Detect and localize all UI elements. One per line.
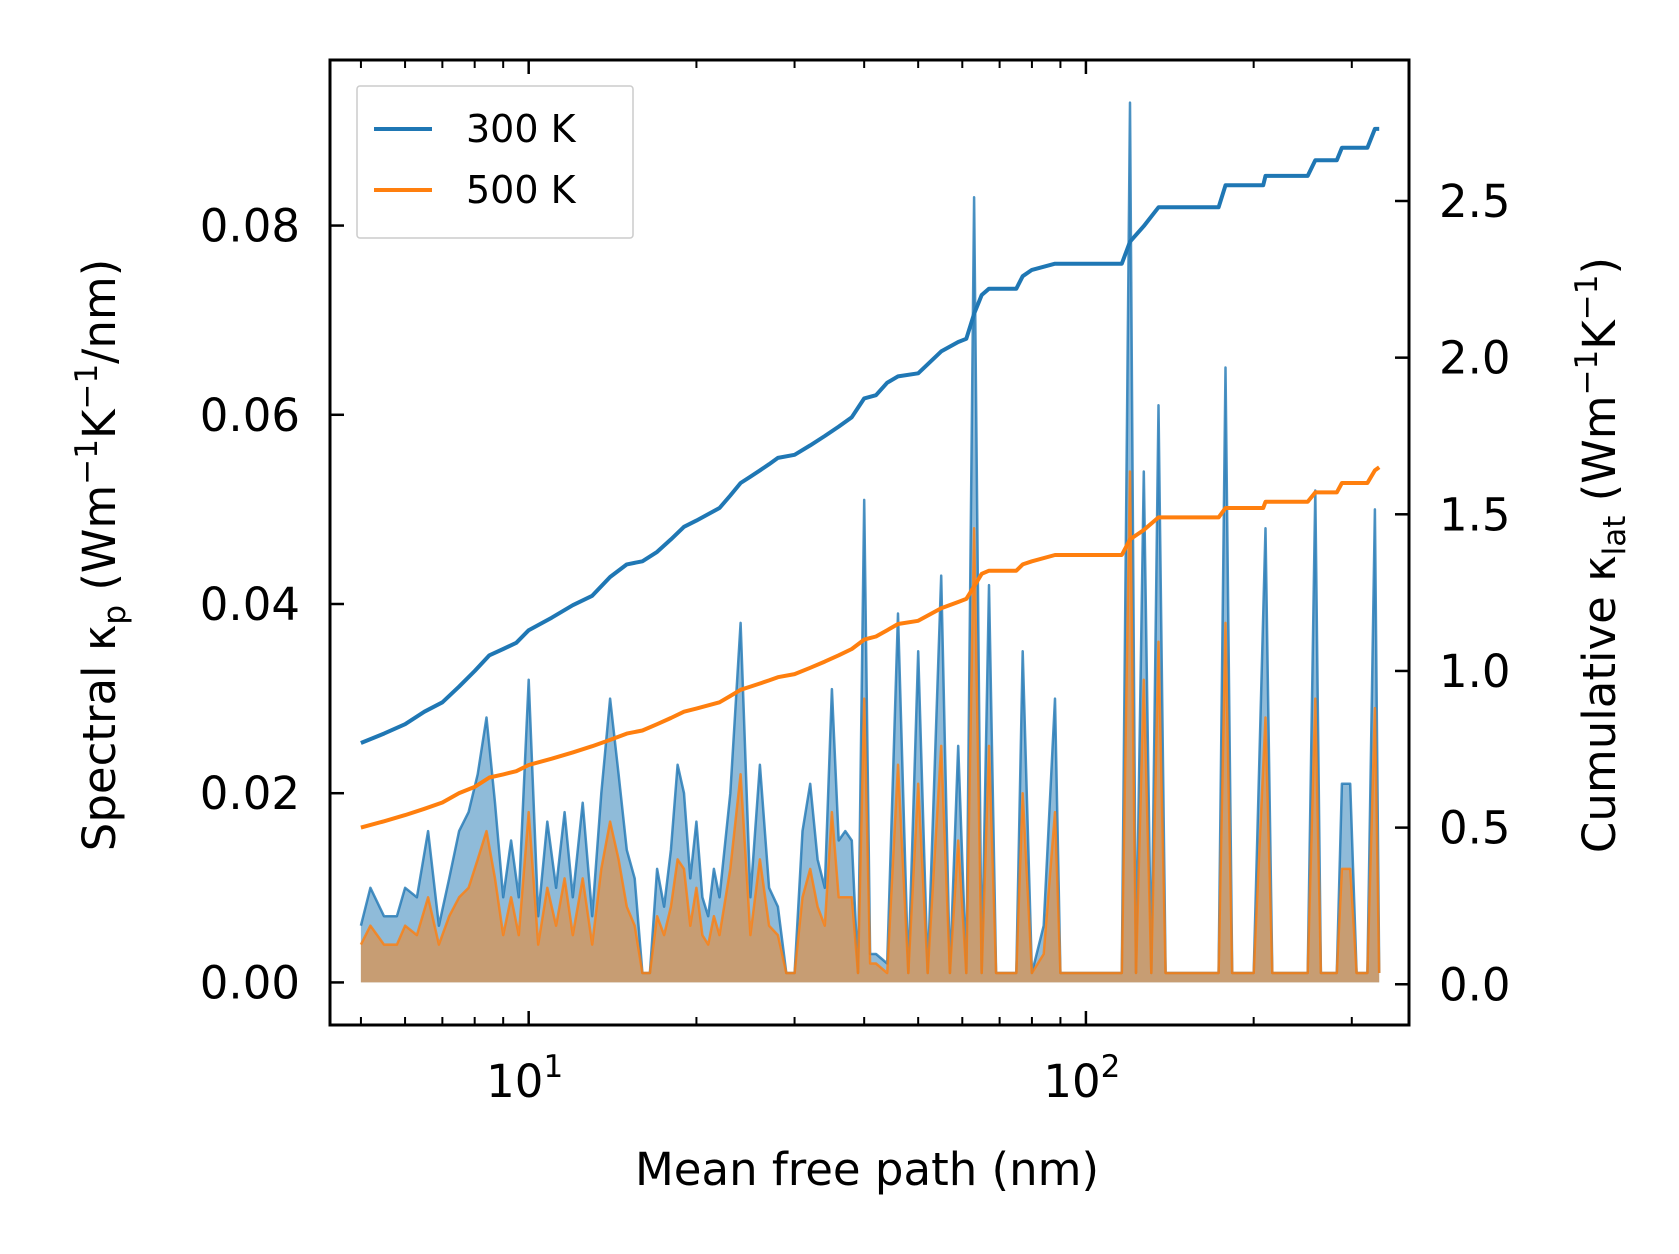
x-axis-title: Mean free path (nm) <box>635 1143 1099 1196</box>
y-right-tick-label: 2.5 <box>1439 175 1511 228</box>
x-tick-label: 101 <box>486 1049 563 1108</box>
y-left-tick-label: 0.00 <box>200 956 300 1009</box>
y-right-axis-title: Cumulative κlat (Wm−1K−1) <box>1569 257 1633 853</box>
y-right-tick-label: 2.0 <box>1439 332 1511 385</box>
y-right-tick-label: 0.5 <box>1439 802 1511 855</box>
legend-label-500k: 500 K <box>466 168 577 212</box>
y-left-tick-label: 0.06 <box>200 389 300 442</box>
spectral-line-300k <box>359 101 1381 975</box>
legend-label-300k: 300 K <box>466 107 577 151</box>
cumulative-lines <box>360 126 1381 830</box>
cumulative-line-500k <box>360 465 1381 830</box>
cumulative-line-300k <box>360 126 1380 745</box>
y-left-tick-label: 0.02 <box>200 767 300 820</box>
spectral-line-500k <box>359 470 1381 975</box>
axis-ticks: 0.00 0.02 0.04 0.06 0.08 0.0 0.5 1.0 1.5 2.0 2.5 10… <box>200 60 1511 1108</box>
y-right-tick-label: 1.0 <box>1439 645 1511 698</box>
plot-frame <box>328 58 1411 1027</box>
y-right-tick-label: 1.5 <box>1439 488 1511 541</box>
y-left-tick-label: 0.08 <box>200 200 300 253</box>
y-right-tick-label: 0.0 <box>1439 958 1511 1011</box>
legend: 300 K 500 K <box>356 85 634 239</box>
x-tick-label: 102 <box>1043 1049 1120 1108</box>
y-left-axis-title: Spectral κp (Wm−1K−1/nm) <box>69 259 133 852</box>
spectral-areas <box>359 101 1381 983</box>
legend-box <box>356 85 634 239</box>
y-left-tick-label: 0.04 <box>200 578 300 631</box>
